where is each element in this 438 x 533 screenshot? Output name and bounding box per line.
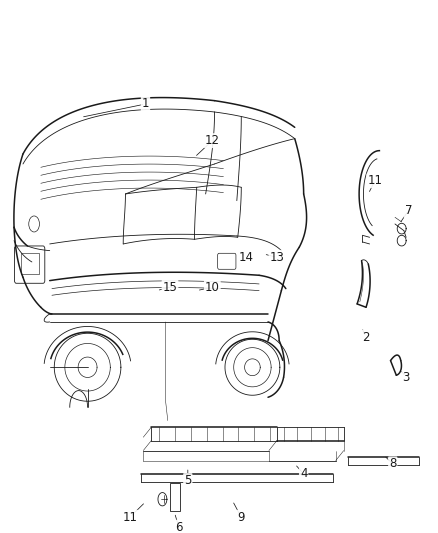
Text: 13: 13 [269,251,284,264]
Text: 10: 10 [205,281,220,294]
Text: 7: 7 [405,204,412,217]
Text: 6: 6 [175,521,183,533]
Text: 15: 15 [162,281,177,294]
Text: 5: 5 [184,474,191,487]
Text: 12: 12 [205,134,220,147]
Text: 1: 1 [142,98,149,110]
Text: 11: 11 [122,511,138,524]
Text: 2: 2 [362,331,370,344]
Text: 9: 9 [237,511,245,524]
Bar [170,482,180,511]
Text: 14: 14 [238,251,253,264]
Text: 8: 8 [389,457,396,471]
Text: 4: 4 [300,467,307,480]
Text: 11: 11 [367,174,382,187]
Bar [21,253,39,274]
Text: 3: 3 [403,371,410,384]
